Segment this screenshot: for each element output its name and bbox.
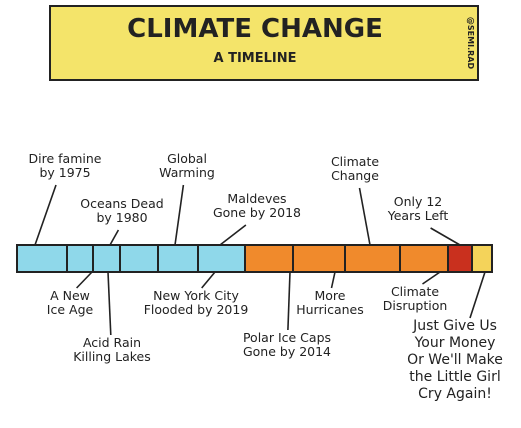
label: Dire famine [29,151,102,166]
pointer-line [330,271,336,289]
label: Hurricanes [296,302,364,317]
title: CLIMATE CHANGE [127,14,383,44]
pointer-line [174,184,185,246]
bar-segment [244,244,294,273]
bar-segment [92,244,121,273]
pointer-line [109,229,120,246]
label: by 1980 [96,210,147,225]
title-box [49,5,479,81]
pointer-line [358,187,371,246]
label: Or We'll Make [407,352,503,368]
label: Only 12 [394,194,443,209]
bar-segment [66,244,94,273]
bar-segment [16,244,68,273]
label: New York City [153,288,239,303]
label: the Little Girl [409,369,500,385]
label: by 1975 [39,165,90,180]
bar-segment [471,244,493,273]
label: Cry Again! [418,386,492,402]
bar-segment [399,244,449,273]
label: Oceans Dead [80,196,163,211]
timeline-bar [16,244,493,273]
label: Just Give Us [412,318,497,334]
label: Years Left [387,208,449,223]
label: Ice Age [47,302,94,317]
label: Warming [159,165,215,180]
pointer-line [287,271,291,331]
pointer-line [219,224,247,246]
label: More [315,288,346,303]
bar-segment [157,244,199,273]
label: Change [331,168,379,183]
label: A New [50,288,90,303]
pointer-line [430,227,461,246]
bar-segment [197,244,246,273]
bar-segment [292,244,346,273]
pointer-line [76,271,93,289]
label: Polar Ice Caps [243,330,331,345]
pointer-line [469,271,486,319]
label: Maldeves [227,191,286,206]
label: Climate [331,154,379,169]
bar-segment [119,244,159,273]
label: Climate [391,284,439,299]
label: Acid Rain [83,335,141,350]
label: Gone by 2018 [213,205,301,220]
pointer-line [422,271,441,285]
pointer-line [34,184,57,246]
bar-segment [447,244,473,273]
label: Disruption [383,298,448,313]
watermark: @SEMI.RAD [466,17,475,70]
bar-segment [344,244,401,273]
label: Gone by 2014 [243,344,331,359]
label: Flooded by 2019 [144,302,249,317]
label: Killing Lakes [73,349,151,364]
subtitle: A TIMELINE [214,51,297,66]
pointer-line [201,271,216,289]
pointer-line [107,271,112,336]
label: Your Money [414,335,496,351]
label: Global [167,151,207,166]
